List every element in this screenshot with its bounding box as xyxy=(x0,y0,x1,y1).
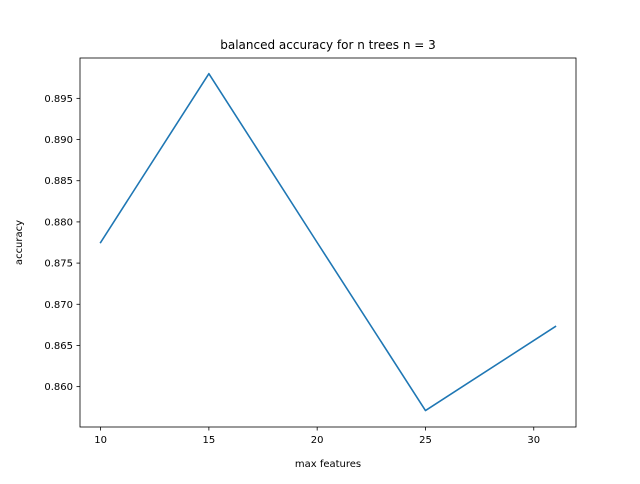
y-tick-label: 0.890 xyxy=(44,135,73,146)
x-tick-label: 25 xyxy=(419,435,432,446)
x-tick-label: 30 xyxy=(527,435,540,446)
y-tick-label: 0.885 xyxy=(44,176,73,187)
y-tick-label: 0.880 xyxy=(44,217,73,228)
x-tick-label: 20 xyxy=(311,435,324,446)
y-tick-label: 0.875 xyxy=(44,259,73,270)
y-tick-label: 0.860 xyxy=(44,382,73,393)
y-tick-label: 0.870 xyxy=(44,300,73,311)
y-tick-label: 0.865 xyxy=(44,341,73,352)
y-axis-label: accuracy xyxy=(14,220,25,265)
y-tick-label: 0.895 xyxy=(44,94,73,105)
chart-title: balanced accuracy for n trees n = 3 xyxy=(220,38,436,52)
x-tick-label: 15 xyxy=(203,435,216,446)
x-axis-label: max features xyxy=(295,459,361,470)
x-tick-label: 10 xyxy=(94,435,107,446)
